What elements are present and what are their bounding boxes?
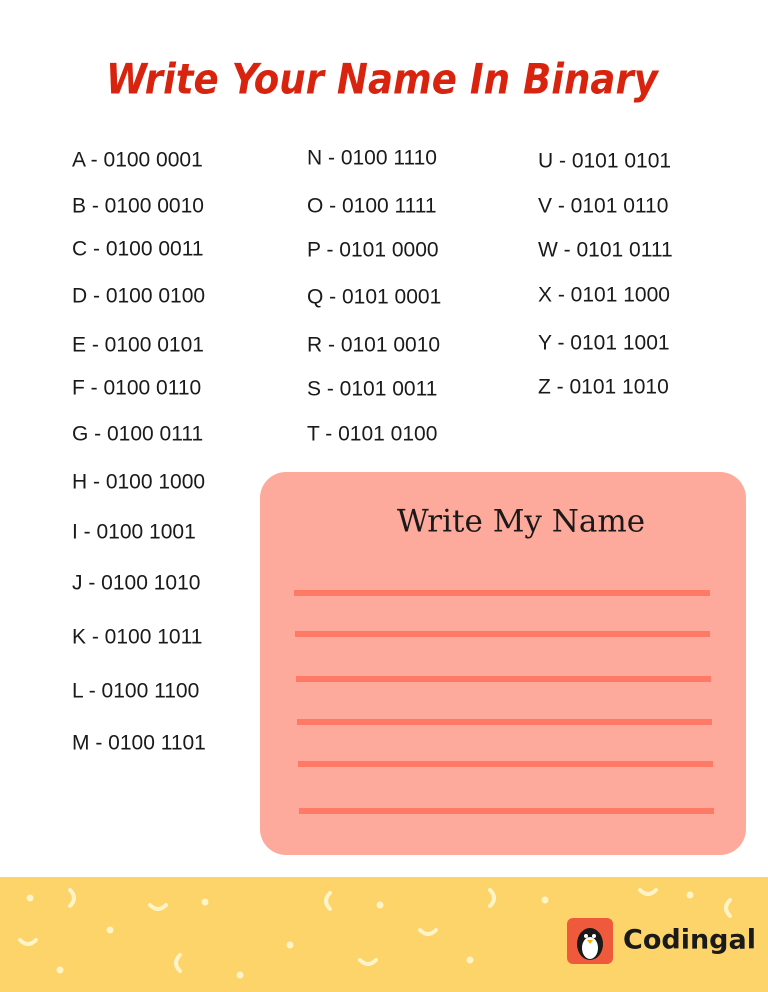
letter-code: D - 0100 0100 (72, 285, 205, 308)
arc (418, 928, 438, 936)
letter-code: J - 0100 1010 (72, 572, 200, 595)
letter-code: Z - 0101 1010 (538, 376, 669, 399)
arc (724, 898, 732, 918)
letter-code: C - 0100 0011 (72, 238, 204, 261)
letter-code: U - 0101 0101 (538, 150, 671, 173)
letter-code: G - 0100 0111 (72, 423, 203, 446)
arc (638, 888, 658, 896)
letter-code: L - 0100 1100 (72, 680, 199, 703)
dot (26, 894, 34, 902)
arc (148, 903, 168, 911)
name-box (260, 472, 746, 855)
letter-code: W - 0101 0111 (538, 239, 673, 262)
footer-pattern (18, 888, 732, 979)
letter-code: B - 0100 0010 (72, 195, 204, 218)
letter-code: P - 0101 0000 (307, 239, 439, 262)
letter-code: V - 0101 0110 (538, 195, 668, 218)
name-box-title: Write My Name (397, 504, 645, 540)
arc (324, 891, 332, 911)
dot (376, 901, 384, 909)
footer-band (0, 877, 768, 992)
letter-code: O - 0100 1111 (307, 195, 437, 218)
letter-code: R - 0101 0010 (307, 334, 440, 357)
letter-code: E - 0100 0101 (72, 334, 204, 357)
dot (466, 956, 474, 964)
letter-code: M - 0100 1101 (72, 732, 206, 755)
dot (286, 941, 294, 949)
dot (236, 971, 244, 979)
arc (174, 953, 182, 973)
dot (201, 898, 209, 906)
penguin-belly (582, 937, 598, 959)
arc (358, 958, 378, 966)
writing-lines (294, 590, 714, 814)
letter-code: T - 0101 0100 (307, 423, 437, 446)
letter-code: Y - 0101 1001 (538, 332, 670, 355)
letter-code: K - 0100 1011 (72, 626, 202, 649)
letter-code: A - 0100 0001 (72, 149, 203, 172)
letter-code: Q - 0101 0001 (307, 286, 441, 309)
dot (686, 891, 694, 899)
arc (68, 888, 76, 908)
letter-code: I - 0100 1001 (72, 521, 196, 544)
page-title: Write Your Name In Binary (106, 55, 659, 104)
dot (56, 966, 64, 974)
letter-code: X - 0101 1000 (538, 284, 670, 307)
alphabet-table: A - 0100 0001 B - 0100 0010 C - 0100 0011 D… (72, 147, 673, 755)
dot (106, 926, 114, 934)
letter-code: F - 0100 0110 (72, 377, 201, 400)
letter-code: S - 0101 0011 (307, 378, 437, 401)
arc (18, 938, 38, 946)
dot (541, 896, 549, 904)
arc (488, 888, 496, 908)
brand-name: Codingal (623, 925, 756, 956)
letter-code: H - 0100 1000 (72, 471, 205, 494)
penguin-beak (587, 940, 593, 944)
penguin-eye (584, 934, 588, 938)
penguin-eye (592, 934, 596, 938)
letter-code: N - 0100 1110 (307, 147, 437, 170)
brand-logo (567, 918, 613, 964)
